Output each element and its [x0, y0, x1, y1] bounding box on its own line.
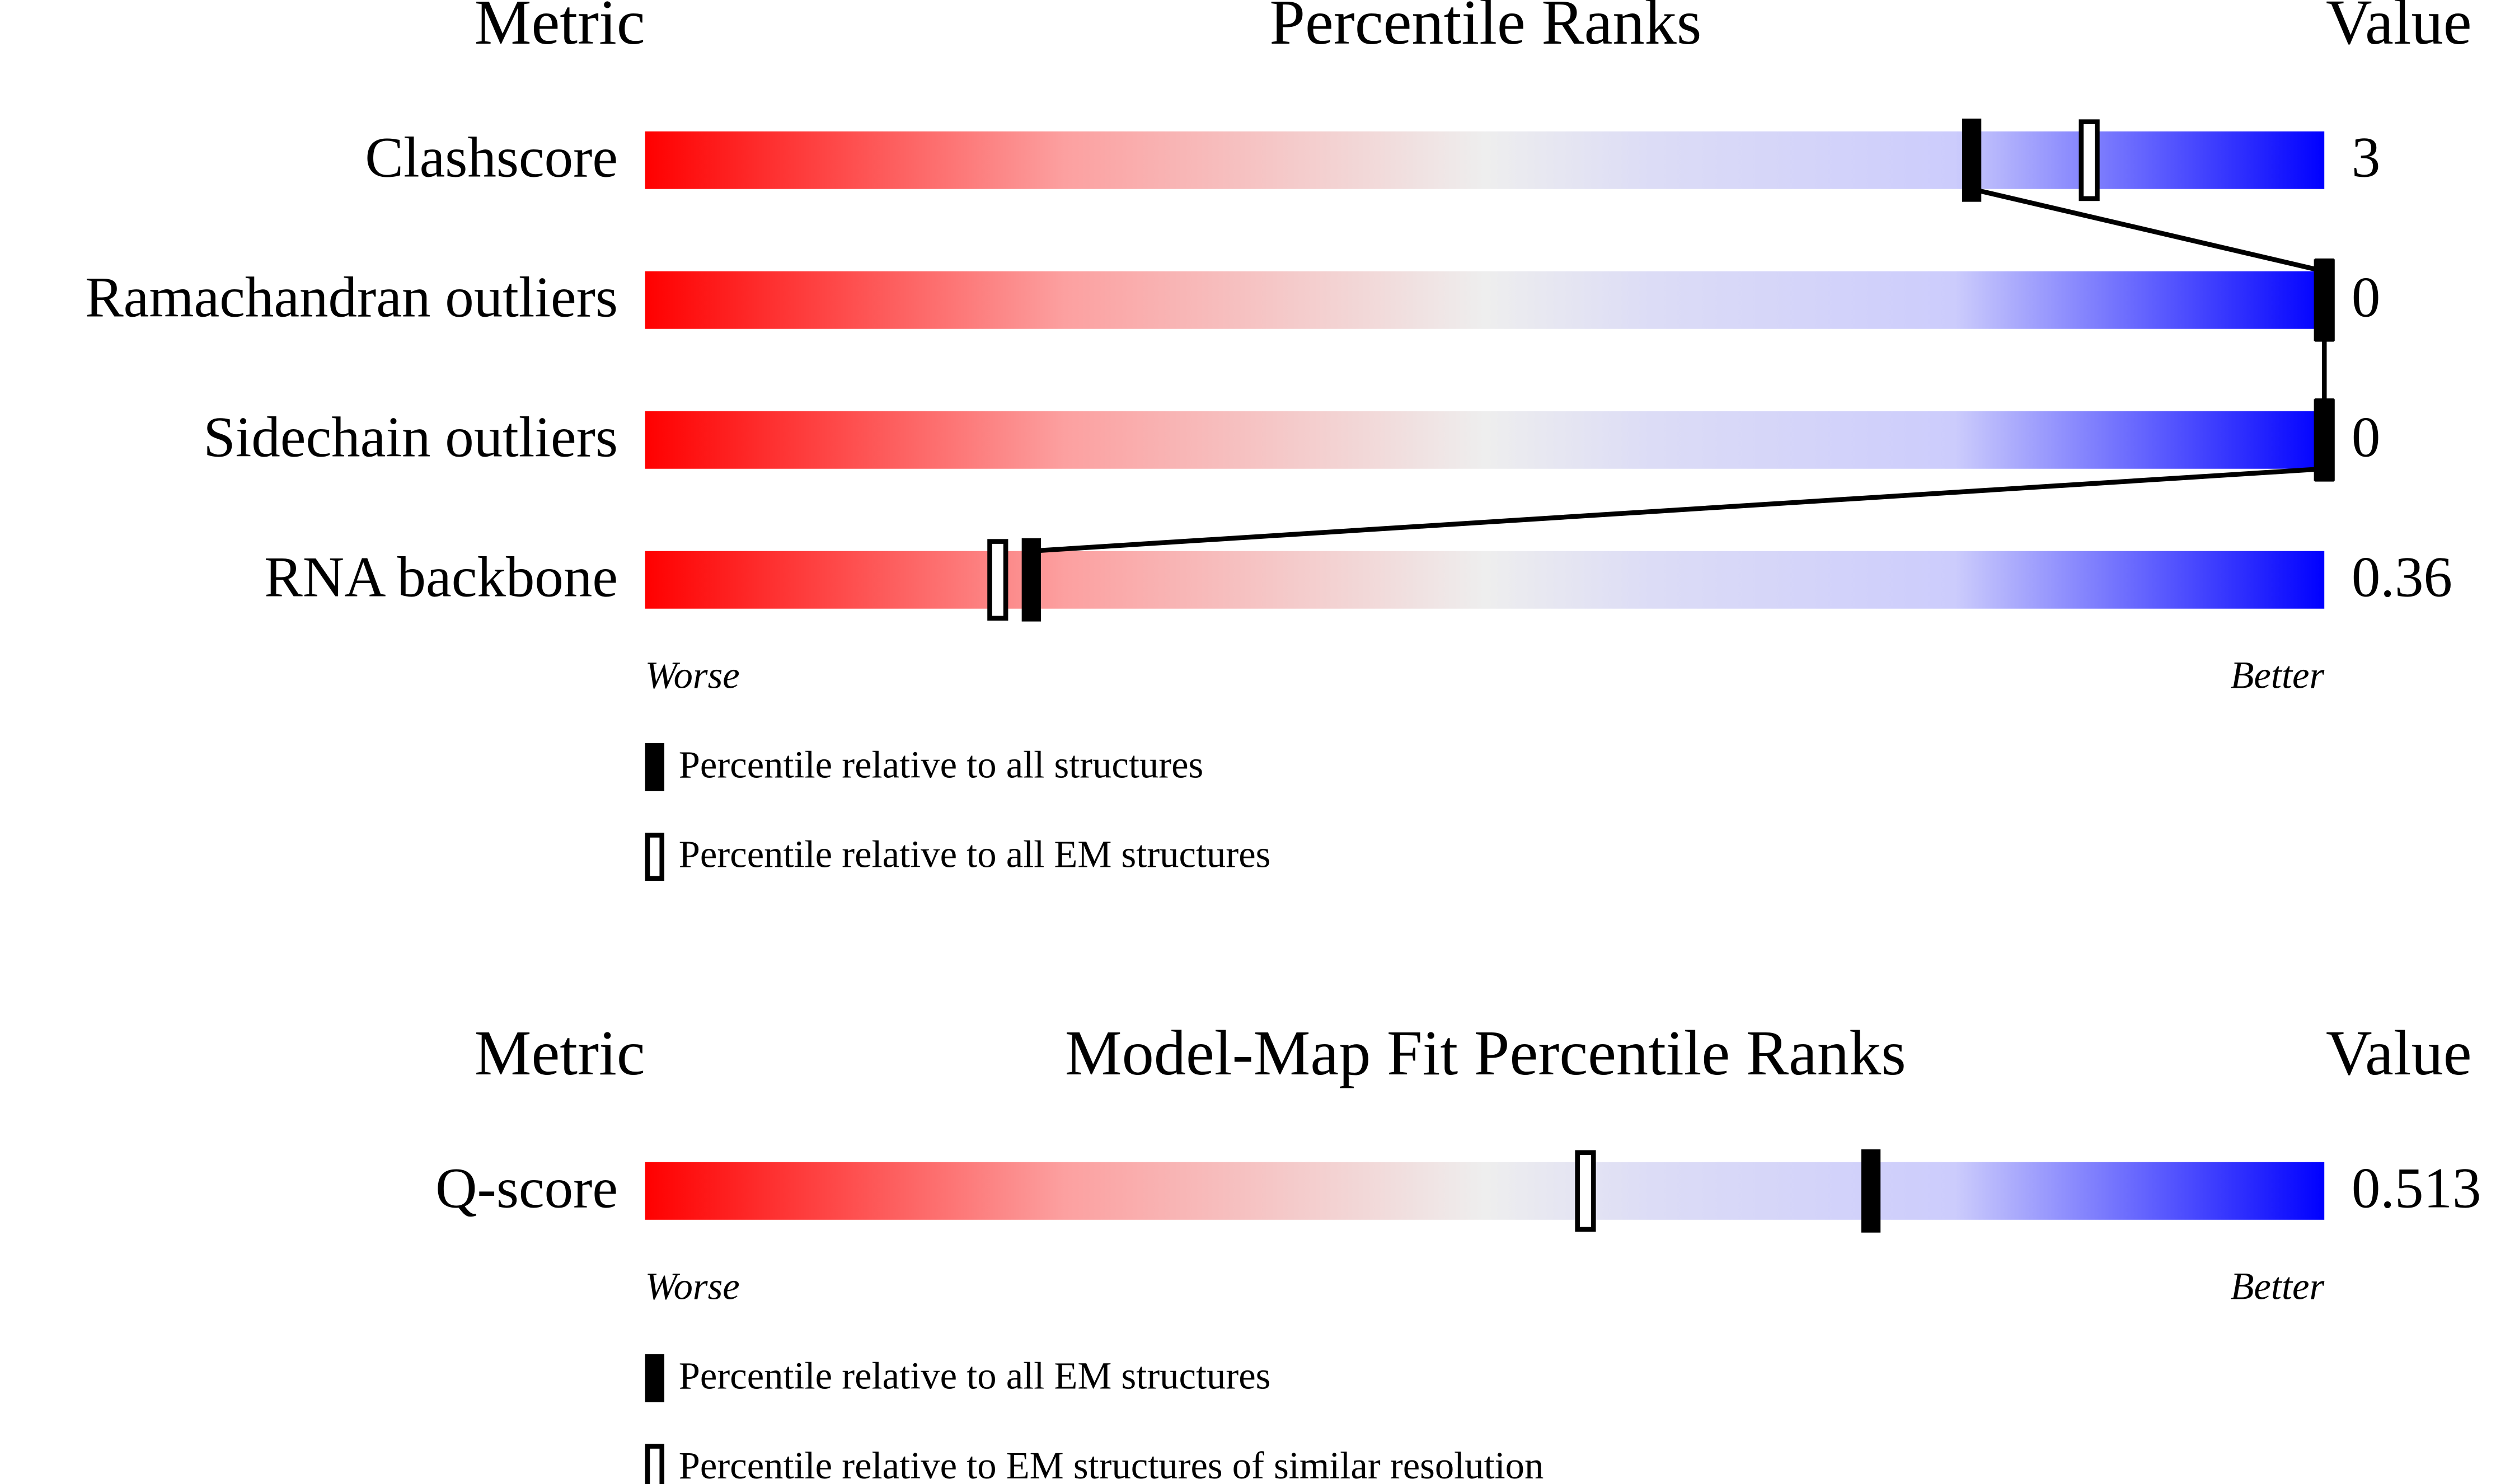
metric-value: 0: [2352, 266, 2380, 330]
percentile-bar: [645, 411, 2325, 469]
percentile-bar: [645, 1162, 2325, 1220]
worse-label: Worse: [645, 1265, 740, 1307]
value-header: Value: [2326, 1017, 2472, 1088]
metric-label: RNA backbone: [264, 546, 618, 609]
metric-header: Metric: [475, 0, 645, 58]
marker-filled: [1861, 1149, 1881, 1233]
connector: [1031, 466, 2325, 554]
marker-open: [1575, 1150, 1596, 1232]
percentile-bar: [645, 271, 2325, 329]
metric-value: 0.36: [2352, 546, 2452, 609]
metric-label: Q-score: [435, 1157, 618, 1220]
legend-marker: [645, 1444, 665, 1484]
marker-open: [987, 539, 1008, 621]
percentile-bar: [645, 551, 2325, 609]
metric-label: Sidechain outliers: [203, 406, 618, 469]
metric-value: 3: [2352, 126, 2380, 190]
marker-filled: [1021, 538, 1041, 622]
metric-value: 0: [2352, 406, 2380, 469]
legend-marker: [645, 833, 665, 881]
legend-marker: [645, 1354, 665, 1402]
metric-label: Clashscore: [365, 126, 618, 190]
value-header: Value: [2326, 0, 2472, 58]
marker-filled: [1962, 118, 1982, 202]
marker-filled: [2315, 398, 2334, 482]
worse-label: Worse: [645, 654, 740, 696]
legend-label: Percentile relative to EM structures of …: [679, 1444, 1544, 1484]
legend-label: Percentile relative to all EM structures: [679, 833, 1271, 876]
legend-marker: [645, 743, 665, 791]
marker-filled: [2315, 258, 2334, 342]
chart-title: Percentile Ranks: [1269, 0, 1701, 58]
chart-title: Model-Map Fit Percentile Ranks: [1065, 1017, 1906, 1088]
metric-label: Ramachandran outliers: [85, 266, 618, 330]
metric-header: Metric: [475, 1017, 645, 1088]
marker-open: [2079, 119, 2100, 201]
better-label: Better: [2231, 654, 2325, 696]
better-label: Better: [2231, 1265, 2325, 1307]
legend-label: Percentile relative to all EM structures: [679, 1355, 1271, 1397]
connector: [1971, 186, 2325, 274]
percentile-bar: [645, 131, 2325, 189]
metric-value: 0.513: [2352, 1157, 2481, 1220]
legend-label: Percentile relative to all structures: [679, 744, 1204, 786]
